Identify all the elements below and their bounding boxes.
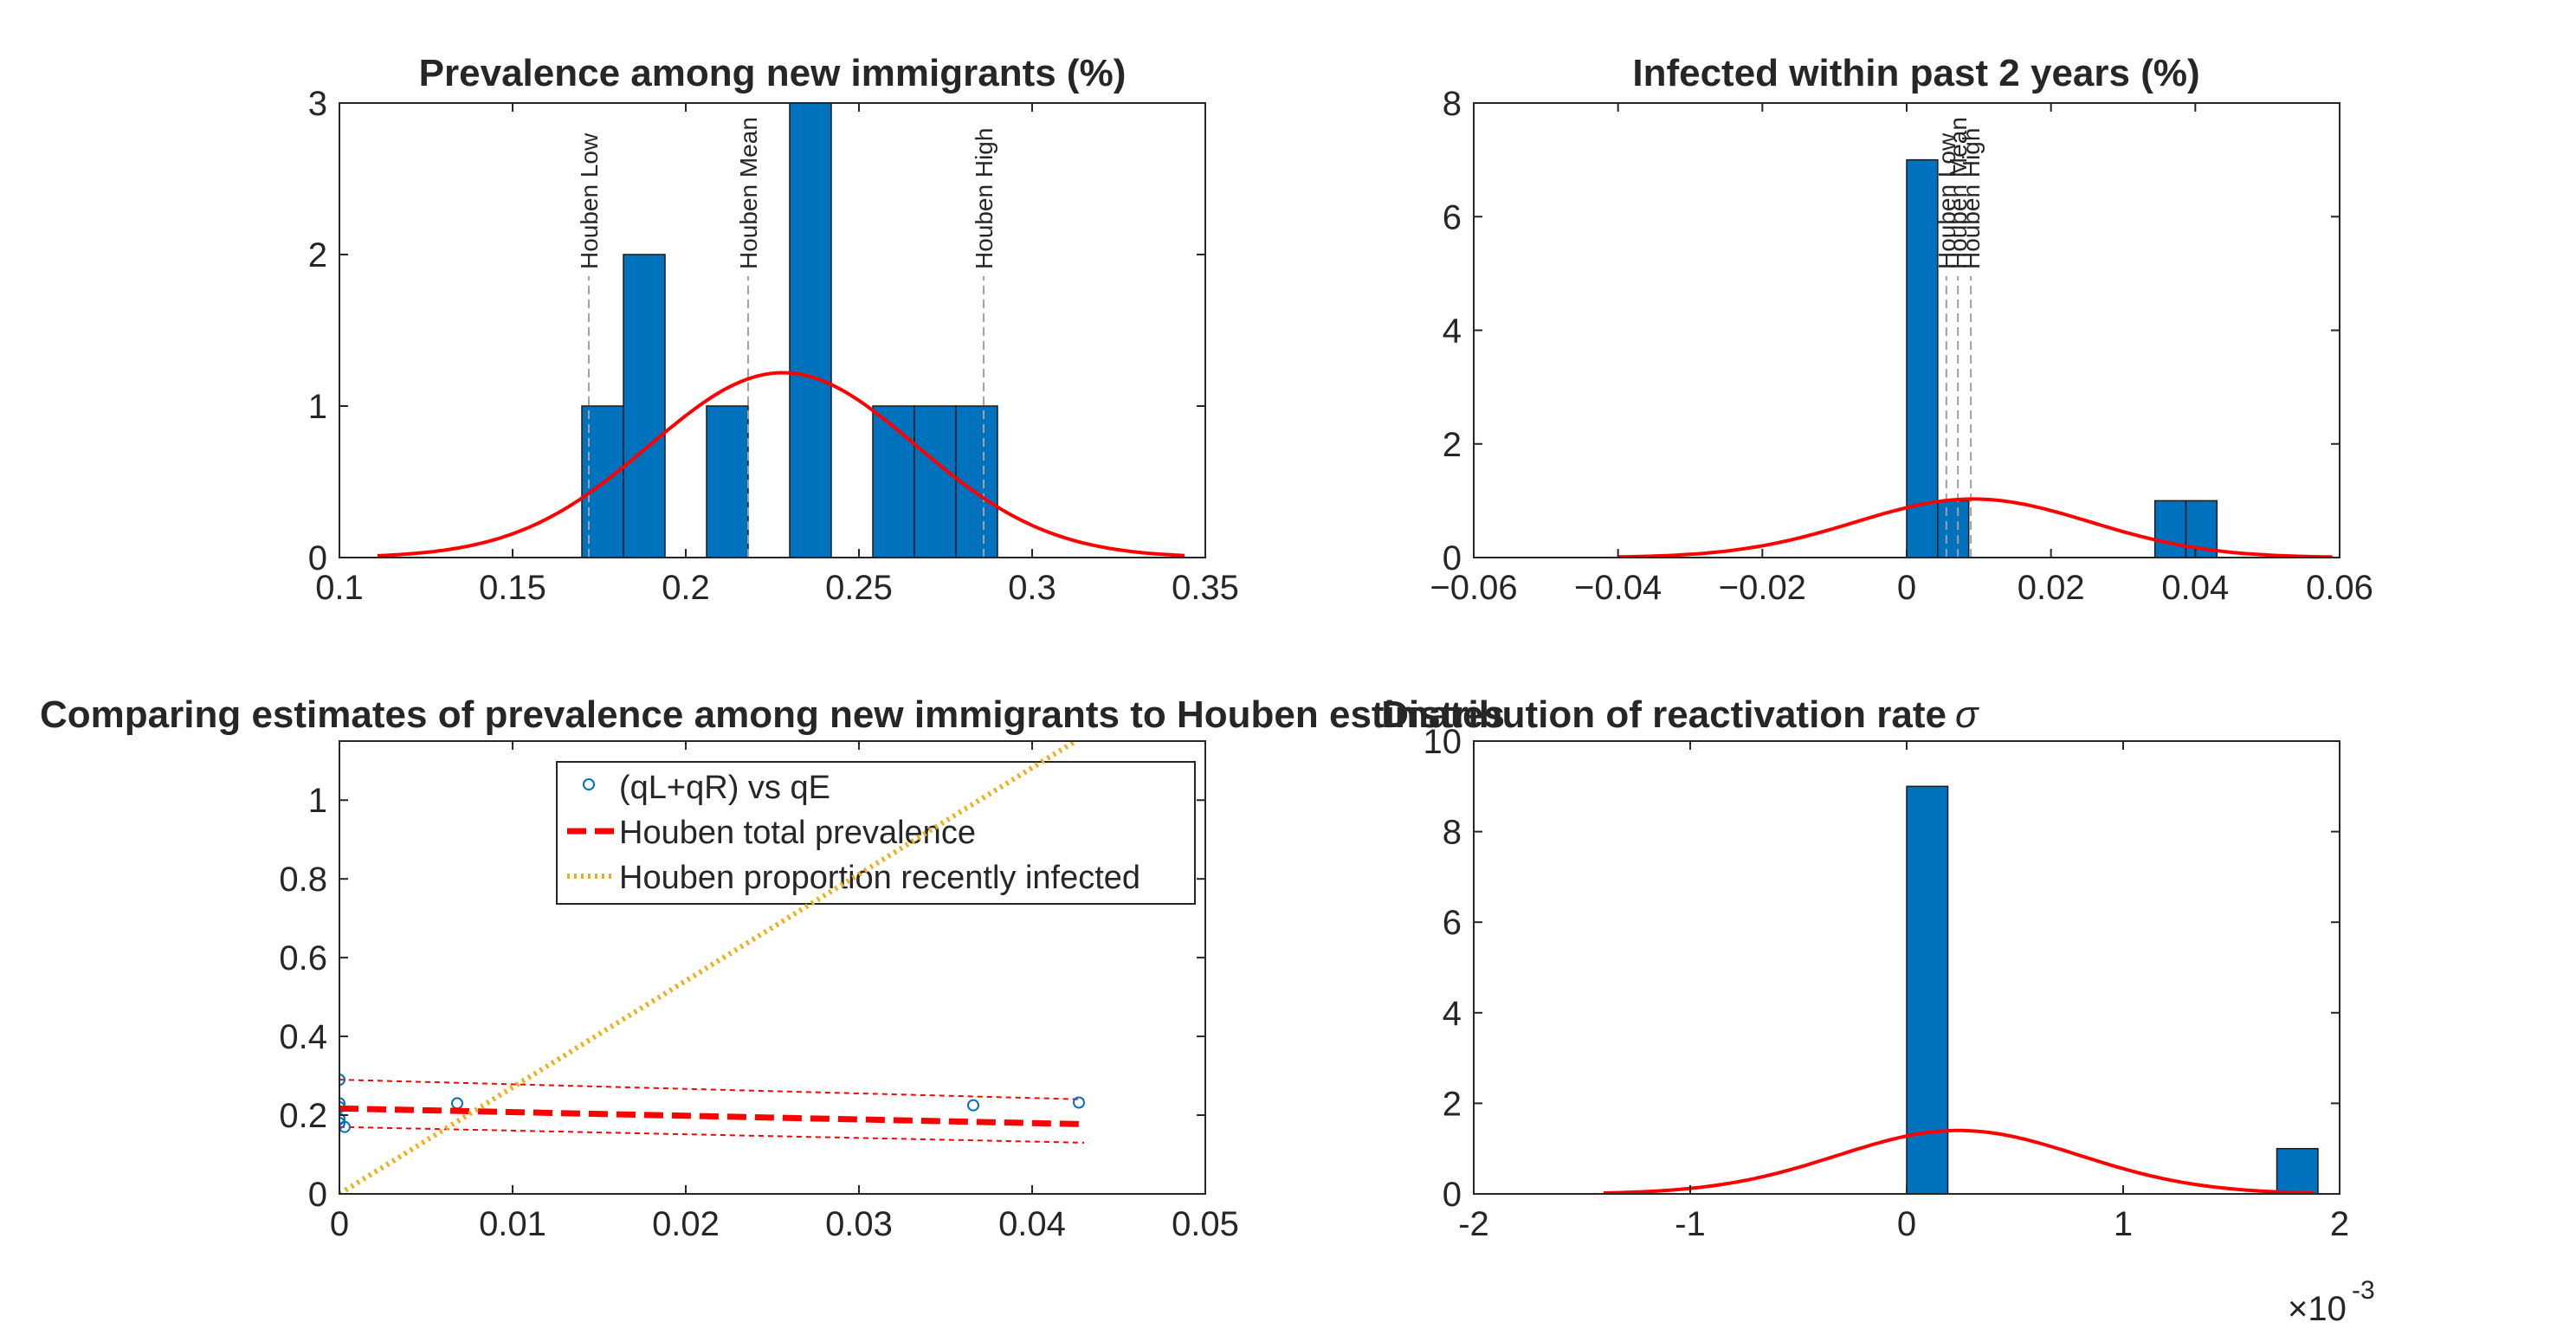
panel-title: Infected within past 2 years (%) — [1632, 52, 2199, 94]
x-tick-label: 0.03 — [825, 1205, 893, 1243]
reference-line-label: Houben Low — [1934, 132, 1960, 269]
bound-line — [339, 1079, 1085, 1100]
histogram-bar — [2153, 500, 2187, 558]
x-tick-label: 2 — [2330, 1205, 2349, 1243]
legend-box — [556, 761, 1196, 905]
x-tick-label: -2 — [1458, 1205, 1489, 1243]
y-tick-label: 0.6 — [279, 939, 327, 977]
x-tick-label: −0.06 — [1430, 569, 1517, 607]
y-tick-label: 10 — [1424, 723, 1462, 761]
y-tick-label: 8 — [1443, 85, 1462, 123]
panel-reactivation-rate: Distribution of reactivation rate σ ×10 … — [1381, 693, 2374, 1328]
reference-line-label: Houben Mean — [735, 117, 762, 269]
reference-line-label: Houben High — [1958, 128, 1985, 269]
scatter-point — [339, 1074, 345, 1087]
x-tick-label: 0.02 — [652, 1205, 720, 1243]
y-tick-label: 8 — [1443, 814, 1462, 852]
x-tick-label: 0.04 — [2161, 569, 2229, 607]
y-tick-label: 4 — [1443, 313, 1462, 351]
y-tick-label: 6 — [1443, 904, 1462, 942]
y-tick-label: 2 — [1443, 426, 1462, 464]
scatter-point — [339, 1117, 345, 1130]
scatter-point — [339, 1112, 345, 1125]
histogram-bar — [872, 405, 915, 558]
histogram-bar — [1937, 500, 1970, 558]
x-tick-label: 0.2 — [662, 569, 710, 607]
y-tick-label: 6 — [1443, 198, 1462, 236]
legend: (qL+qR) vs qE Houben total prevalence Ho… — [556, 761, 1196, 905]
x-tick-label: 0 — [1897, 1205, 1916, 1243]
x-tick-label: 0 — [1897, 569, 1916, 607]
x-tick-label: 0.04 — [998, 1205, 1066, 1243]
x-exponent-base: ×10 — [2288, 1290, 2347, 1328]
houben-total-prevalence-line — [339, 1105, 1085, 1128]
reference-line-label: Houben Mean — [1945, 117, 1972, 269]
x-tick-label: 0.06 — [2306, 569, 2373, 607]
x-tick-label: 0.3 — [1008, 569, 1056, 607]
plot-area — [1603, 785, 2319, 1194]
y-tick-label: 2 — [308, 236, 327, 274]
y-tick-label: 2 — [1443, 1085, 1462, 1123]
reference-line-label: Houben High — [971, 128, 997, 269]
x-tick-label: 0.15 — [479, 569, 546, 607]
fit-curve — [377, 371, 1185, 558]
x-tick-label: 0.25 — [825, 569, 893, 607]
y-tick-label: 0.4 — [279, 1018, 327, 1056]
plot-area — [339, 741, 1085, 1194]
y-tick-label: 0 — [1443, 539, 1462, 577]
fit-curve — [1617, 497, 2333, 558]
panel-infected-2-years: Infected within past 2 years (%) Houben … — [1430, 52, 2373, 607]
plot-area — [1617, 158, 2333, 558]
x-tick-label: 0.05 — [1172, 1205, 1239, 1243]
panel-comparison-scatter: Comparing estimates of prevalence among … — [40, 693, 1505, 1243]
histogram-bar — [2276, 1147, 2319, 1194]
y-tick-label: 1 — [308, 388, 327, 426]
plot-area — [377, 103, 1185, 558]
scatter-point — [1073, 1096, 1085, 1109]
x-exponent-power: -3 — [2352, 1276, 2375, 1305]
y-tick-label: 0.2 — [279, 1097, 327, 1135]
x-tick-label: 0 — [330, 1205, 349, 1243]
scatter-point — [339, 1120, 351, 1133]
histogram-bar — [1906, 158, 1939, 558]
bound-line — [339, 1125, 1085, 1144]
panel-prevalence: Prevalence among new immigrants (%) Houb… — [308, 52, 1239, 607]
scatter-point — [967, 1099, 979, 1112]
axes-box — [339, 740, 1206, 1195]
histogram-bar — [914, 405, 957, 558]
histogram-bar — [1906, 785, 1949, 1194]
sigma-symbol: σ — [1955, 693, 1979, 736]
y-tick-label: 0 — [308, 1176, 327, 1214]
y-tick-label: 4 — [1443, 995, 1462, 1033]
panel-title: Prevalence among new immigrants (%) — [419, 52, 1127, 94]
histogram-bar — [706, 405, 749, 558]
x-tick-label: 0.1 — [315, 569, 364, 607]
y-tick-label: 0 — [1443, 1176, 1462, 1214]
x-tick-label: 0.35 — [1172, 569, 1239, 607]
legend-entry: Houben proportion recently infected — [619, 860, 1140, 896]
axes-box — [339, 102, 1206, 558]
legend-entry: (qL+qR) vs qE — [619, 770, 830, 806]
panel-title: Distribution of reactivation rate — [1381, 693, 1947, 736]
x-tick-label: 0.01 — [479, 1205, 546, 1243]
y-tick-label: 3 — [308, 85, 327, 123]
x-tick-label: 1 — [2114, 1205, 2133, 1243]
legend-entry: Houben total prevalence — [619, 815, 976, 851]
y-tick-label: 1 — [308, 782, 327, 820]
fit-curve — [1603, 1128, 2315, 1194]
histogram-bar — [789, 103, 832, 558]
x-tick-label: −0.02 — [1719, 569, 1806, 607]
scatter-point — [339, 1097, 345, 1110]
legend-marker-circle — [583, 778, 595, 790]
x-tick-label: 0.02 — [2018, 569, 2085, 607]
x-tick-label: −0.04 — [1574, 569, 1662, 607]
reference-line-label: Houben Low — [576, 132, 603, 269]
y-tick-label: 0.8 — [279, 861, 327, 899]
histogram-bar — [623, 254, 666, 558]
x-tick-label: -1 — [1675, 1205, 1706, 1243]
panel-title: Comparing estimates of prevalence among … — [40, 693, 1505, 736]
y-tick-label: 0 — [308, 539, 327, 577]
